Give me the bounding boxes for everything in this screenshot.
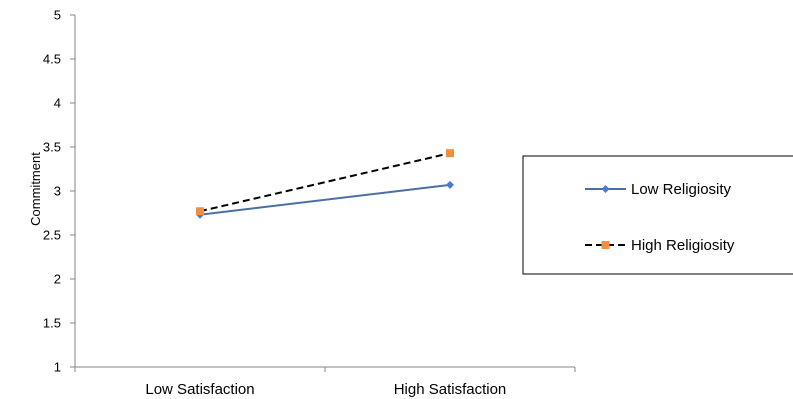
data-point: [446, 149, 454, 158]
y-tick-label: 1.5: [43, 316, 61, 331]
legend-label: Low Religiosity: [631, 181, 732, 198]
y-tick-label: 4.5: [43, 52, 61, 67]
data-point: [446, 180, 454, 189]
x-axis-categories: Low Satisfaction High Satisfaction: [74, 367, 576, 398]
legend-item: Low Religiosity: [585, 181, 732, 198]
series-line: [199, 183, 451, 216]
legend-label: High Religiosity: [631, 237, 735, 254]
y-tick-label: 3.5: [43, 140, 61, 155]
y-axis-ticks: 1 1.5 2 2.5 3 3.5 4 4.5 5: [43, 8, 75, 375]
legend-box: [522, 155, 793, 275]
legend-swatch-marker: [601, 241, 610, 249]
y-tick-label: 5: [54, 8, 61, 23]
series-group: [196, 149, 454, 216]
y-axis-title: Commitment: [28, 152, 43, 226]
legend-swatch-marker: [601, 185, 610, 193]
y-tick-label: 2.5: [43, 228, 61, 243]
series-line: [199, 152, 451, 213]
series-group: [196, 180, 454, 219]
x-category-label: High Satisfaction: [394, 381, 507, 398]
y-tick-label: 3: [54, 184, 61, 199]
axes: [74, 15, 575, 368]
legend: Low Religiosity High Religiosity: [522, 155, 793, 275]
y-tick-label: 4: [54, 96, 61, 111]
y-tick-label: 2: [54, 272, 61, 287]
series-lines: [196, 149, 454, 219]
legend-item: High Religiosity: [585, 237, 735, 254]
x-category-label: Low Satisfaction: [145, 381, 254, 398]
y-tick-label: 1: [54, 360, 61, 375]
data-point: [196, 207, 204, 216]
